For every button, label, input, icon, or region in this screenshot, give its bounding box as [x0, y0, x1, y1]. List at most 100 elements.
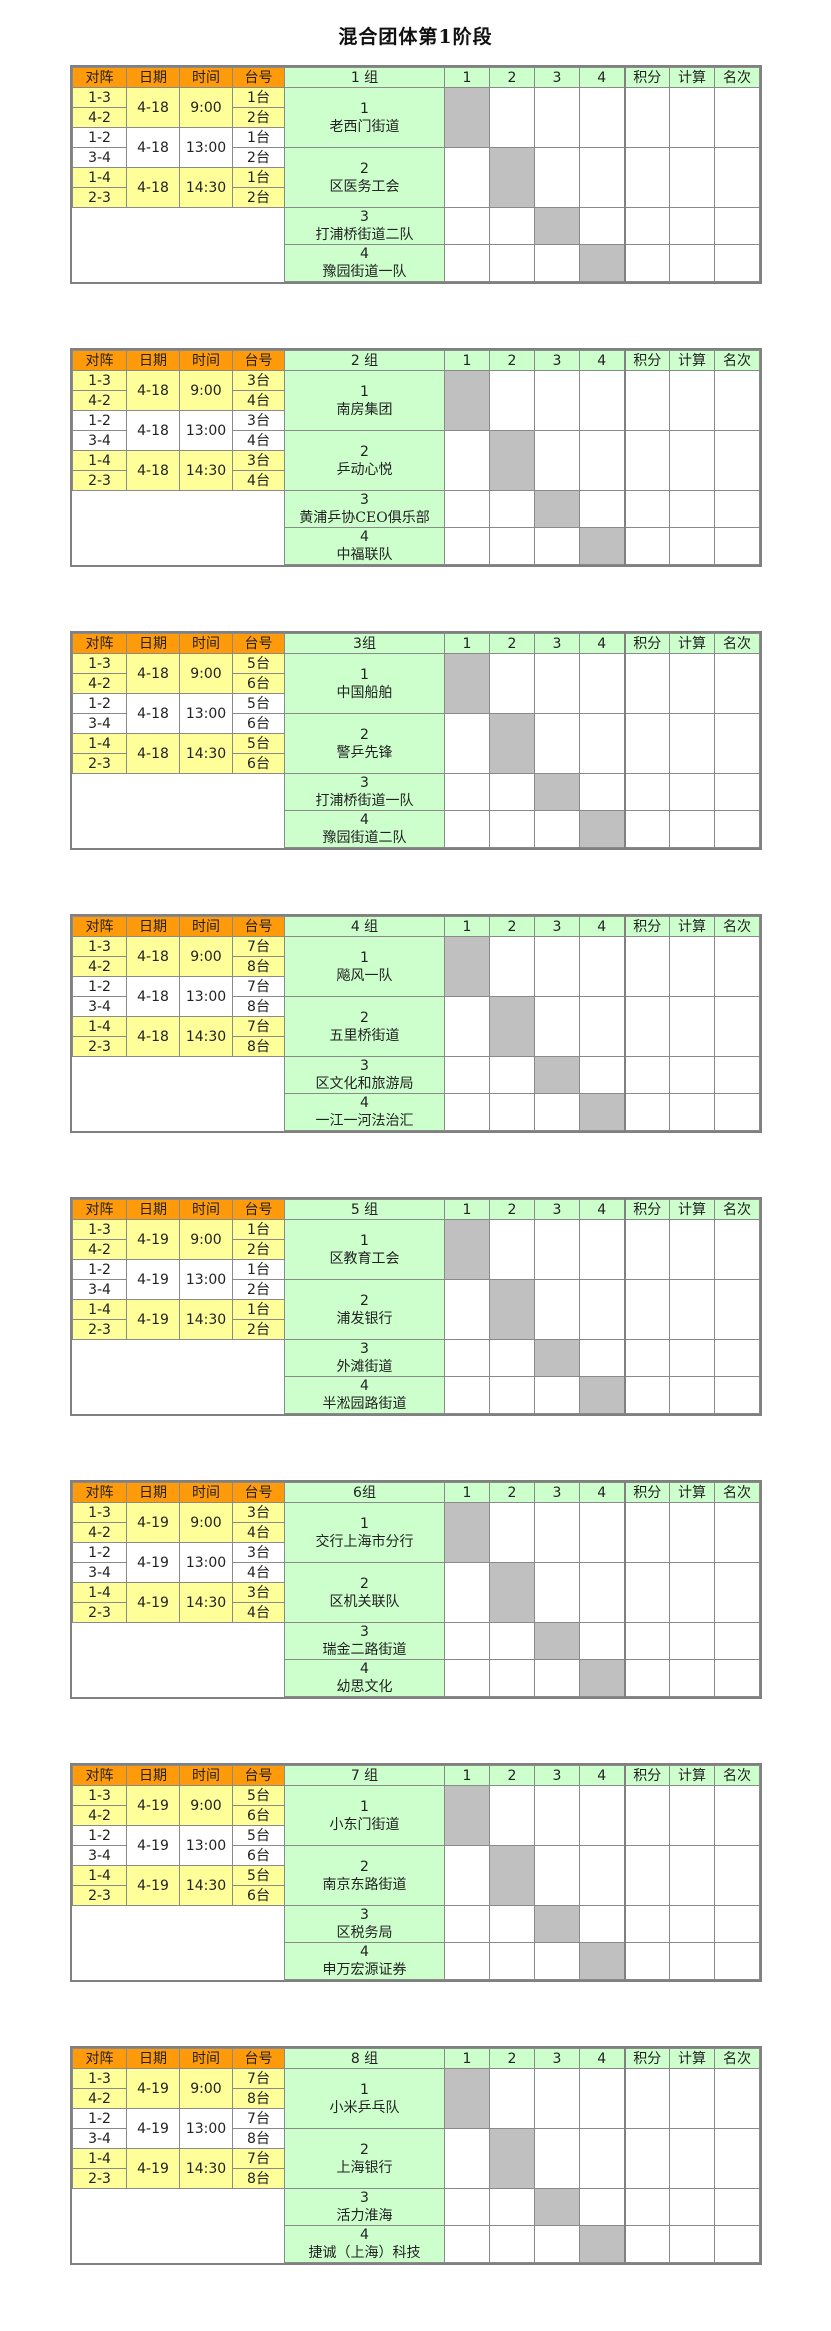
diagonal-cell[interactable]: [534, 1905, 580, 1943]
score-cell[interactable]: [579, 2188, 625, 2226]
score-cell[interactable]: [489, 1339, 535, 1377]
points-cell[interactable]: [623, 527, 670, 565]
points-cell[interactable]: [623, 713, 670, 774]
diagonal-cell[interactable]: [489, 1279, 535, 1340]
diagonal-cell[interactable]: [534, 2188, 580, 2226]
score-cell[interactable]: [534, 936, 580, 997]
score-cell[interactable]: [579, 1562, 625, 1623]
calc-cell[interactable]: [669, 1093, 715, 1131]
rank-cell[interactable]: [714, 1845, 760, 1906]
points-cell[interactable]: [623, 1219, 670, 1280]
rank-cell[interactable]: [714, 2128, 760, 2189]
diagonal-cell[interactable]: [579, 527, 625, 565]
rank-cell[interactable]: [714, 1942, 760, 1980]
rank-cell[interactable]: [714, 490, 760, 528]
score-cell[interactable]: [444, 1942, 490, 1980]
calc-cell[interactable]: [669, 1845, 715, 1906]
score-cell[interactable]: [489, 2225, 535, 2263]
calc-cell[interactable]: [669, 2188, 715, 2226]
calc-cell[interactable]: [669, 207, 715, 245]
score-cell[interactable]: [579, 1905, 625, 1943]
rank-cell[interactable]: [714, 87, 760, 148]
score-cell[interactable]: [489, 1219, 535, 1280]
diagonal-cell[interactable]: [579, 1659, 625, 1697]
points-cell[interactable]: [623, 1622, 670, 1660]
score-cell[interactable]: [444, 2188, 490, 2226]
diagonal-cell[interactable]: [444, 1502, 490, 1563]
score-cell[interactable]: [579, 1279, 625, 1340]
diagonal-cell[interactable]: [579, 1376, 625, 1414]
score-cell[interactable]: [579, 1219, 625, 1280]
rank-cell[interactable]: [714, 1905, 760, 1943]
calc-cell[interactable]: [669, 2128, 715, 2189]
score-cell[interactable]: [489, 1502, 535, 1563]
score-cell[interactable]: [534, 147, 580, 208]
score-cell[interactable]: [489, 810, 535, 848]
points-cell[interactable]: [623, 2188, 670, 2226]
points-cell[interactable]: [623, 87, 670, 148]
points-cell[interactable]: [623, 2128, 670, 2189]
diagonal-cell[interactable]: [579, 244, 625, 282]
score-cell[interactable]: [489, 936, 535, 997]
score-cell[interactable]: [579, 1622, 625, 1660]
score-cell[interactable]: [579, 1339, 625, 1377]
points-cell[interactable]: [623, 1905, 670, 1943]
calc-cell[interactable]: [669, 1339, 715, 1377]
rank-cell[interactable]: [714, 1502, 760, 1563]
calc-cell[interactable]: [669, 1785, 715, 1846]
points-cell[interactable]: [623, 207, 670, 245]
score-cell[interactable]: [534, 653, 580, 714]
score-cell[interactable]: [579, 996, 625, 1057]
points-cell[interactable]: [623, 430, 670, 491]
diagonal-cell[interactable]: [534, 1339, 580, 1377]
rank-cell[interactable]: [714, 996, 760, 1057]
score-cell[interactable]: [444, 996, 490, 1057]
score-cell[interactable]: [534, 1785, 580, 1846]
score-cell[interactable]: [444, 713, 490, 774]
score-cell[interactable]: [444, 1056, 490, 1094]
score-cell[interactable]: [489, 244, 535, 282]
score-cell[interactable]: [579, 490, 625, 528]
rank-cell[interactable]: [714, 2068, 760, 2129]
diagonal-cell[interactable]: [534, 1622, 580, 1660]
score-cell[interactable]: [444, 1562, 490, 1623]
rank-cell[interactable]: [714, 1562, 760, 1623]
score-cell[interactable]: [489, 1905, 535, 1943]
rank-cell[interactable]: [714, 1093, 760, 1131]
score-cell[interactable]: [444, 527, 490, 565]
score-cell[interactable]: [489, 1942, 535, 1980]
diagonal-cell[interactable]: [534, 1056, 580, 1094]
diagonal-cell[interactable]: [579, 2225, 625, 2263]
score-cell[interactable]: [579, 1056, 625, 1094]
diagonal-cell[interactable]: [444, 1219, 490, 1280]
score-cell[interactable]: [534, 1845, 580, 1906]
score-cell[interactable]: [489, 2068, 535, 2129]
diagonal-cell[interactable]: [579, 1942, 625, 1980]
diagonal-cell[interactable]: [444, 2068, 490, 2129]
score-cell[interactable]: [579, 1845, 625, 1906]
calc-cell[interactable]: [669, 1622, 715, 1660]
score-cell[interactable]: [579, 936, 625, 997]
score-cell[interactable]: [534, 2128, 580, 2189]
score-cell[interactable]: [444, 1339, 490, 1377]
score-cell[interactable]: [579, 653, 625, 714]
score-cell[interactable]: [489, 2188, 535, 2226]
points-cell[interactable]: [623, 1562, 670, 1623]
points-cell[interactable]: [623, 1845, 670, 1906]
score-cell[interactable]: [534, 996, 580, 1057]
score-cell[interactable]: [579, 207, 625, 245]
score-cell[interactable]: [579, 370, 625, 431]
diagonal-cell[interactable]: [489, 430, 535, 491]
calc-cell[interactable]: [669, 490, 715, 528]
calc-cell[interactable]: [669, 430, 715, 491]
calc-cell[interactable]: [669, 1376, 715, 1414]
score-cell[interactable]: [534, 1219, 580, 1280]
points-cell[interactable]: [623, 1056, 670, 1094]
rank-cell[interactable]: [714, 1785, 760, 1846]
calc-cell[interactable]: [669, 2225, 715, 2263]
score-cell[interactable]: [489, 490, 535, 528]
score-cell[interactable]: [534, 1502, 580, 1563]
rank-cell[interactable]: [714, 147, 760, 208]
score-cell[interactable]: [534, 713, 580, 774]
score-cell[interactable]: [579, 2128, 625, 2189]
